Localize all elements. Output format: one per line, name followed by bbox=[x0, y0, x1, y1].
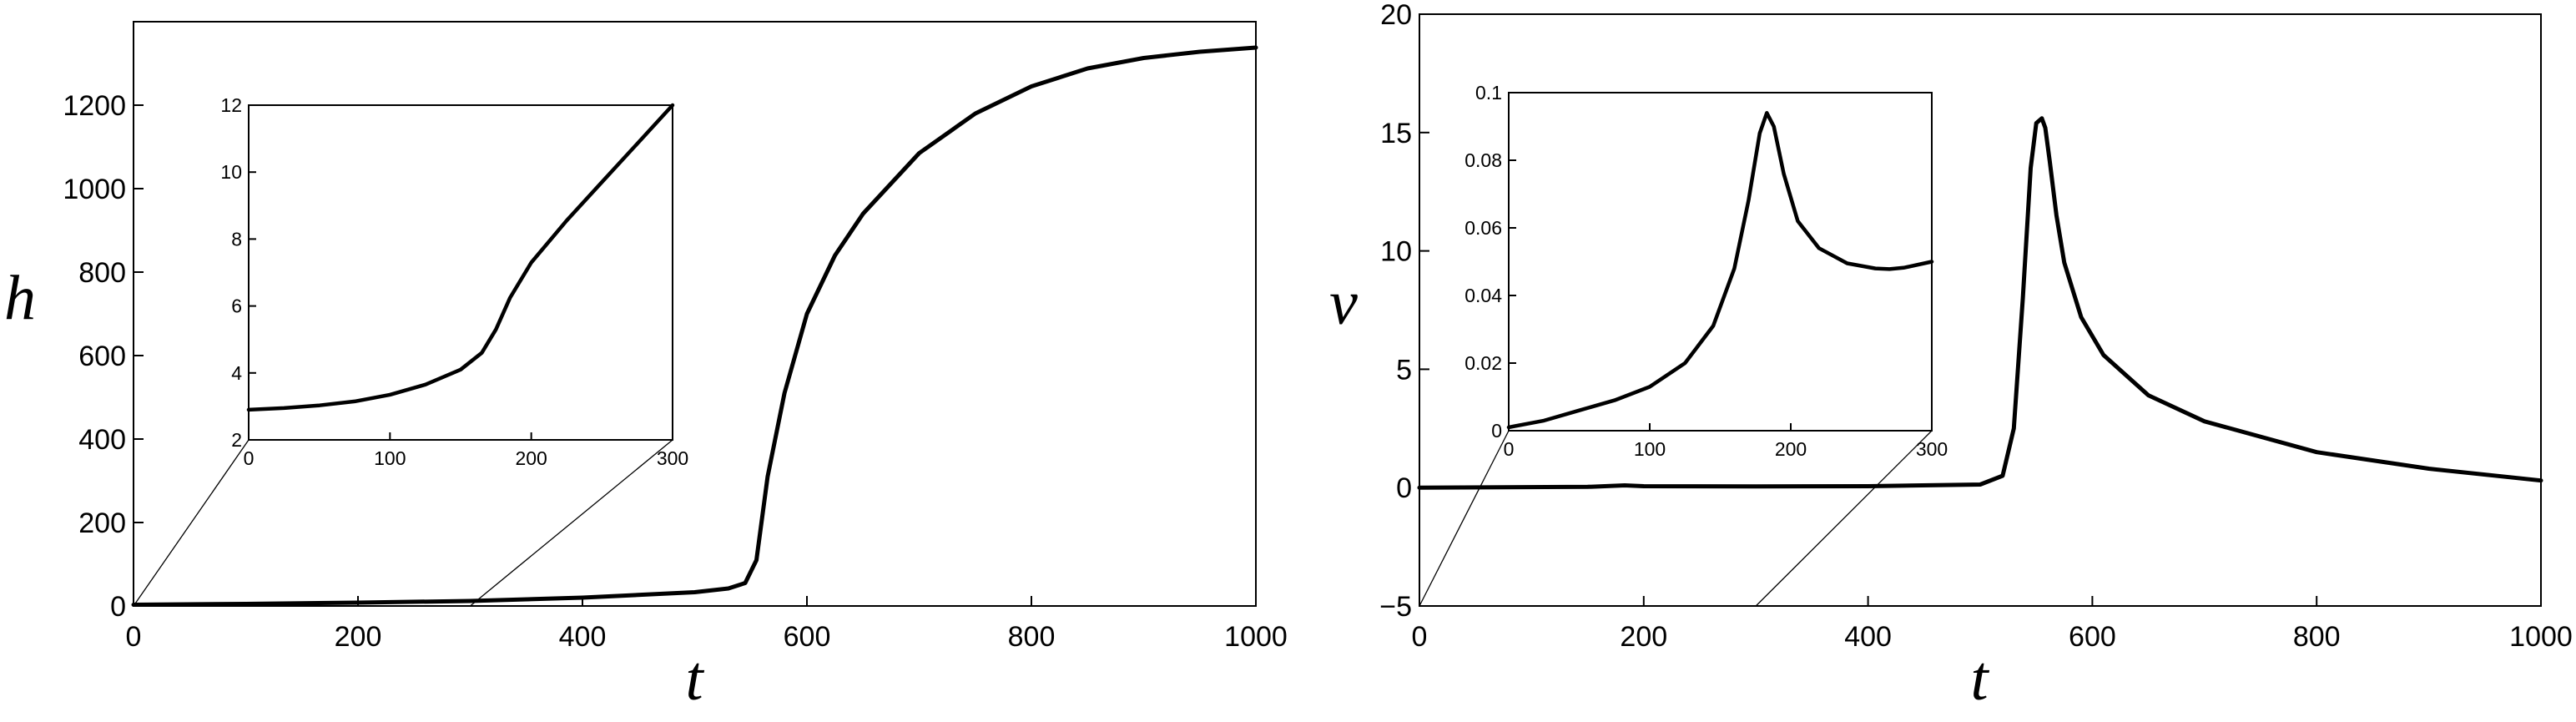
height-chart: 0 200 400 600 800 1000020040060080010001200th… bbox=[4, 21, 1288, 714]
y-axis-label: v bbox=[1329, 268, 1358, 338]
inset-x-tick-label-1: 100 bbox=[1634, 438, 1666, 460]
x-tick-label-0: 0 bbox=[126, 621, 142, 653]
inset-y-tick-label-5: 0.1 bbox=[1475, 82, 1502, 104]
y-tick-label-0: −5 bbox=[1379, 591, 1412, 623]
inset-y-tick-label-5: 12 bbox=[220, 94, 242, 116]
y-tick-label-1: 0 bbox=[1396, 472, 1412, 504]
x-tick-label-0: 0 bbox=[1412, 621, 1428, 653]
zoom-connector-left bbox=[1419, 430, 1510, 607]
inset-y-tick-label-0: 0 bbox=[1491, 420, 1502, 442]
inset-y-tick-label-1: 0.02 bbox=[1464, 352, 1502, 374]
y-tick-label-3: 600 bbox=[78, 341, 126, 372]
inset-x-tick-label-3: 300 bbox=[1916, 438, 1948, 460]
y-tick-label-2: 5 bbox=[1396, 354, 1412, 386]
inset-y-tick-label-2: 6 bbox=[231, 295, 242, 317]
inset-x-tick-label-0: 0 bbox=[244, 447, 255, 469]
inset-series-line-0 bbox=[246, 103, 675, 412]
x-tick-label-5: 1000 bbox=[1224, 621, 1288, 653]
y-tick-label-5: 20 bbox=[1380, 0, 1412, 31]
inset-x-tick-label-2: 200 bbox=[515, 447, 547, 469]
x-axis-label: t bbox=[1970, 644, 1989, 714]
x-tick-label-4: 800 bbox=[2293, 621, 2341, 653]
inset-x-tick-label-1: 100 bbox=[374, 447, 406, 469]
zoom-connector-left bbox=[133, 439, 250, 607]
x-tick-label-3: 600 bbox=[784, 621, 831, 653]
x-tick-label-1: 200 bbox=[1620, 621, 1667, 653]
inset-x-tick-label-0: 0 bbox=[1504, 438, 1515, 460]
inset-y-tick-label-2: 0.04 bbox=[1464, 285, 1502, 306]
inset-x-tick-label-2: 200 bbox=[1775, 438, 1807, 460]
inset-y-tick-label-4: 10 bbox=[220, 161, 242, 183]
zoom-connector-right bbox=[1755, 430, 1933, 607]
inset-y-tick-label-3: 8 bbox=[231, 228, 242, 250]
inset-y-tick-label-0: 2 bbox=[231, 429, 242, 451]
inset-frame bbox=[1508, 92, 1933, 432]
inset-y-tick-label-1: 4 bbox=[231, 362, 242, 384]
y-axis-label: h bbox=[4, 263, 36, 333]
y-tick-label-0: 0 bbox=[110, 591, 126, 623]
x-tick-label-5: 1000 bbox=[2509, 621, 2573, 653]
series-line-0 bbox=[131, 45, 1258, 607]
inset-y-tick-label-4: 0.08 bbox=[1464, 149, 1502, 171]
y-tick-label-4: 800 bbox=[78, 257, 126, 289]
inset-x-tick-label-3: 300 bbox=[657, 447, 688, 469]
x-tick-label-2: 400 bbox=[559, 621, 607, 653]
y-tick-label-6: 1200 bbox=[63, 90, 126, 122]
x-tick-label-4: 800 bbox=[1008, 621, 1056, 653]
x-tick-label-3: 600 bbox=[2069, 621, 2116, 653]
inset-y-tick-label-3: 0.06 bbox=[1464, 217, 1502, 239]
plot-frame bbox=[133, 21, 1257, 607]
plot-frame bbox=[1419, 13, 2542, 607]
y-tick-label-1: 200 bbox=[78, 507, 126, 539]
y-tick-label-4: 15 bbox=[1380, 118, 1412, 149]
series-line-0 bbox=[1417, 116, 2543, 490]
x-tick-label-2: 400 bbox=[1844, 621, 1892, 653]
y-tick-label-5: 1000 bbox=[63, 174, 126, 205]
y-tick-label-3: 10 bbox=[1380, 236, 1412, 268]
inset-series-line-0 bbox=[1506, 111, 1934, 430]
x-axis-label: t bbox=[685, 644, 704, 714]
y-tick-label-2: 400 bbox=[78, 424, 126, 456]
x-tick-label-1: 200 bbox=[335, 621, 382, 653]
inset-frame bbox=[248, 104, 673, 441]
zoom-connector-right bbox=[470, 439, 673, 607]
